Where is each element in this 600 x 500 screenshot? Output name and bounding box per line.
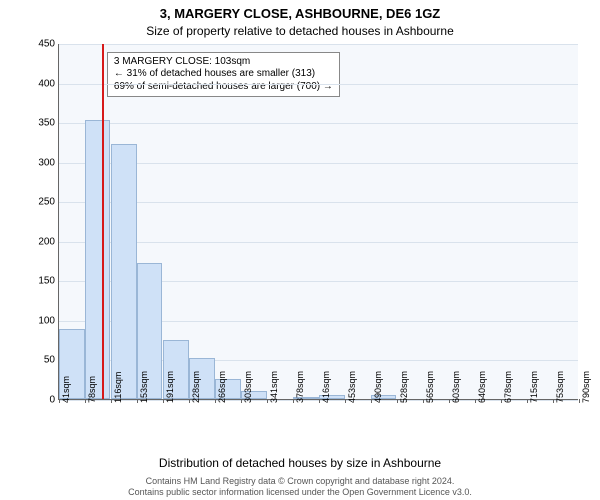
annotation-line-1: 3 MARGERY CLOSE: 103sqm: [114, 56, 333, 69]
x-tick-label: 303sqm: [243, 371, 253, 403]
footer-line-1: Contains HM Land Registry data © Crown c…: [0, 476, 600, 487]
x-tick-label: 191sqm: [165, 371, 175, 403]
x-tick-label: 228sqm: [191, 371, 201, 403]
x-tick-label: 528sqm: [399, 371, 409, 403]
x-tick: [111, 399, 112, 403]
gridline: [59, 163, 578, 164]
x-tick-label: 341sqm: [269, 371, 279, 403]
plot-area: 3 MARGERY CLOSE: 103sqm ← 31% of detache…: [58, 44, 578, 400]
gridline: [59, 123, 578, 124]
y-tick-label: 250: [38, 197, 59, 208]
gridline: [59, 202, 578, 203]
x-tick: [241, 399, 242, 403]
x-tick: [527, 399, 528, 403]
x-tick: [163, 399, 164, 403]
x-tick-label: 640sqm: [477, 371, 487, 403]
x-tick: [137, 399, 138, 403]
x-tick-label: 565sqm: [425, 371, 435, 403]
y-tick-label: 100: [38, 315, 59, 326]
y-tick-label: 300: [38, 157, 59, 168]
x-tick-label: 490sqm: [373, 371, 383, 403]
y-tick-label: 0: [49, 395, 59, 406]
x-tick: [397, 399, 398, 403]
chart-title: 3, MARGERY CLOSE, ASHBOURNE, DE6 1GZ: [0, 6, 600, 21]
chart-container: 3, MARGERY CLOSE, ASHBOURNE, DE6 1GZ Siz…: [0, 0, 600, 500]
x-tick: [475, 399, 476, 403]
footer-attribution: Contains HM Land Registry data © Crown c…: [0, 476, 600, 498]
x-tick-label: 266sqm: [217, 371, 227, 403]
x-tick: [85, 399, 86, 403]
x-tick-label: 153sqm: [139, 371, 149, 403]
x-tick: [371, 399, 372, 403]
gridline: [59, 44, 578, 45]
x-tick-label: 603sqm: [451, 371, 461, 403]
x-tick-label: 715sqm: [529, 371, 539, 403]
x-tick: [59, 399, 60, 403]
x-tick-label: 678sqm: [503, 371, 513, 403]
footer-line-2: Contains public sector information licen…: [0, 487, 600, 498]
x-tick-label: 453sqm: [347, 371, 357, 403]
x-axis-label: Distribution of detached houses by size …: [0, 456, 600, 470]
x-tick-label: 78sqm: [87, 376, 97, 403]
x-tick-label: 378sqm: [295, 371, 305, 403]
x-tick: [345, 399, 346, 403]
property-marker-line: [102, 44, 104, 399]
histogram-bar: [85, 120, 111, 399]
x-tick: [293, 399, 294, 403]
gridline: [59, 242, 578, 243]
y-tick-label: 150: [38, 276, 59, 287]
annotation-line-2: ← 31% of detached houses are smaller (31…: [114, 68, 333, 81]
x-tick-label: 116sqm: [113, 372, 123, 403]
y-tick-label: 450: [38, 39, 59, 50]
y-tick-label: 200: [38, 236, 59, 247]
x-tick: [423, 399, 424, 403]
y-tick-label: 400: [38, 78, 59, 89]
gridline: [59, 84, 578, 85]
x-tick-label: 790sqm: [581, 371, 591, 403]
x-tick-label: 41sqm: [61, 376, 71, 403]
annotation-box: 3 MARGERY CLOSE: 103sqm ← 31% of detache…: [107, 52, 340, 98]
histogram-bar: [111, 144, 137, 399]
x-tick-label: 753sqm: [555, 371, 565, 403]
chart-subtitle: Size of property relative to detached ho…: [0, 24, 600, 38]
y-tick-label: 350: [38, 118, 59, 129]
x-tick-label: 416sqm: [321, 371, 331, 403]
y-tick-label: 50: [44, 355, 59, 366]
x-tick: [189, 399, 190, 403]
x-tick: [579, 399, 580, 403]
